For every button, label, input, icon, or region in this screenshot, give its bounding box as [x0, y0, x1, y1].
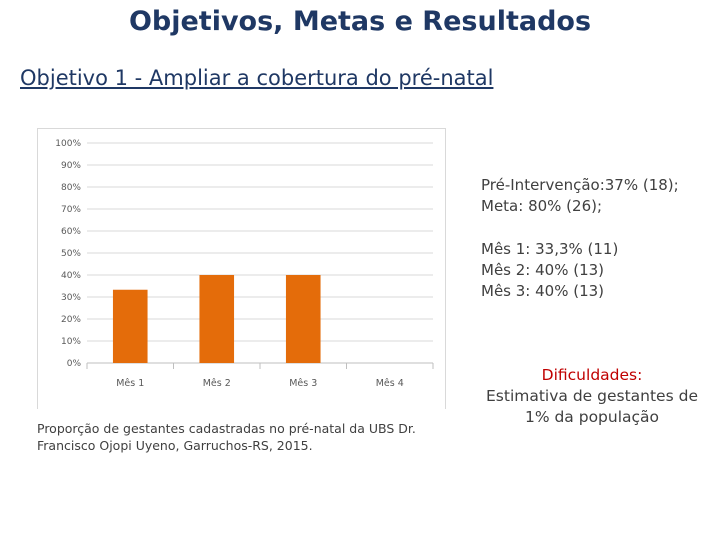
- bar: [285, 275, 321, 363]
- x-tick-label: Mês 2: [203, 378, 231, 389]
- y-tick-label: 60%: [61, 227, 81, 237]
- y-tick-label: 30%: [61, 293, 81, 303]
- bar: [199, 275, 235, 363]
- slide-title: Objetivos, Metas e Resultados: [128, 6, 592, 37]
- y-tick-label: 20%: [61, 315, 81, 325]
- y-tick-label: 70%: [61, 205, 81, 215]
- difficulties-heading: Dificuldades:: [541, 366, 643, 384]
- y-tick-label: 50%: [61, 249, 81, 259]
- bar-chart: 0% 10% 20% 30% 40% 50% 60% 70% 80% 90% 100% Mês 1 Mê…: [55, 139, 434, 389]
- chart-caption: Proporção de gestantes cadastradas no pr…: [37, 421, 416, 453]
- chart-frame: 0% 10% 20% 30% 40% 50% 60% 70% 80% 90% 100% Mês 1 Mê…: [37, 128, 446, 409]
- stat-month-1: Mês 1: 33,3% (11): [481, 240, 619, 258]
- stat-month-3: Mês 3: 40% (13): [481, 282, 605, 300]
- bar: [112, 289, 148, 363]
- y-tick-label: 40%: [61, 271, 81, 281]
- y-tick-label: 90%: [61, 161, 81, 171]
- difficulties-panel: Dificuldades: Estimativa de gestantes de…: [472, 365, 712, 428]
- x-tick-label: Mês 3: [289, 378, 317, 389]
- x-tick-label: Mês 4: [376, 378, 404, 389]
- stat-month-2: Mês 2: 40% (13): [481, 261, 605, 279]
- stat-target: Meta: 80% (26);: [481, 197, 603, 215]
- stats-panel: Pré-Intervenção:37% (18); Meta: 80% (26)…: [481, 175, 716, 302]
- x-tick-label: Mês 1: [116, 378, 144, 389]
- y-tick-label: 0%: [67, 359, 82, 369]
- stat-pre-intervention: Pré-Intervenção:37% (18);: [481, 176, 679, 194]
- difficulties-text: Estimativa de gestantes de 1% da populaç…: [486, 387, 698, 426]
- objective-heading: Objetivo 1 - Ampliar a cobertura do pré-…: [20, 66, 494, 90]
- y-tick-label: 80%: [61, 183, 81, 193]
- y-tick-label: 100%: [55, 139, 81, 149]
- y-tick-label: 10%: [61, 337, 81, 347]
